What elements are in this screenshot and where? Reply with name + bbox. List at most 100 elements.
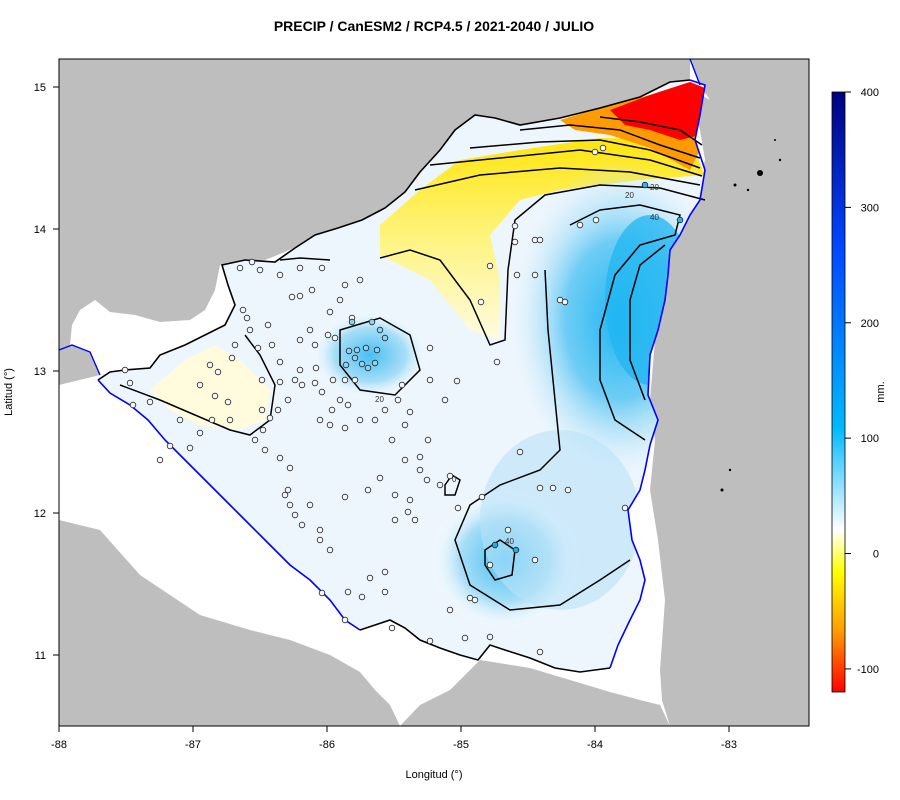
station-marker — [364, 486, 372, 494]
station-marker — [398, 381, 406, 389]
station-marker — [291, 511, 299, 519]
station-marker — [341, 493, 349, 501]
station-marker — [328, 406, 336, 414]
station-marker — [531, 271, 539, 279]
honduras-coast — [689, 59, 701, 86]
station-marker — [536, 236, 544, 244]
station-marker — [371, 359, 379, 367]
station-marker — [236, 264, 244, 272]
station-marker — [296, 366, 304, 374]
station-marker — [401, 421, 409, 429]
station-marker — [211, 392, 219, 400]
station-marker — [511, 238, 519, 246]
contour-label: 20 — [375, 395, 384, 404]
station-marker — [258, 406, 266, 414]
station-marker — [276, 454, 284, 462]
station-marker — [454, 504, 462, 512]
x-tick-label: -86 — [319, 739, 335, 751]
station-marker — [358, 360, 366, 368]
station-marker — [329, 376, 337, 384]
land-honduras-east — [690, 59, 809, 150]
station-marker — [381, 588, 389, 596]
station-marker — [391, 516, 399, 524]
y-axis-label: Latitud (°) — [3, 368, 15, 416]
station-marker — [239, 306, 247, 314]
x-tick-label: -85 — [453, 739, 469, 751]
station-marker — [251, 436, 259, 444]
contour-label: 0 — [452, 475, 457, 484]
station-marker — [306, 326, 314, 334]
station-marker — [511, 222, 519, 230]
station-marker — [381, 406, 389, 414]
colorbar-tick-label: -100 — [857, 664, 879, 676]
station-marker — [471, 596, 479, 604]
station-marker — [512, 546, 520, 554]
station-marker — [298, 381, 306, 389]
station-marker — [248, 258, 256, 266]
station-marker — [286, 464, 294, 472]
station-marker — [348, 318, 356, 326]
station-marker — [531, 556, 539, 564]
station-marker — [341, 281, 349, 289]
station-marker — [344, 588, 352, 596]
colorbar — [831, 91, 846, 693]
land-el-salvador — [59, 345, 100, 385]
station-marker — [311, 341, 319, 349]
islands — [720, 139, 782, 492]
station-marker — [411, 516, 419, 524]
station-marker — [394, 396, 402, 404]
station-marker — [308, 286, 316, 294]
station-marker — [426, 376, 434, 384]
station-marker — [288, 293, 296, 301]
station-marker — [388, 436, 396, 444]
x-tick-label: -83 — [721, 739, 737, 751]
station-marker — [478, 493, 486, 501]
station-marker — [351, 376, 359, 384]
station-marker — [436, 481, 444, 489]
contour-lines — [119, 116, 706, 611]
station-marker — [416, 466, 424, 474]
x-tick-label: -87 — [185, 739, 201, 751]
map-title: PRECIP / CanESM2 / RCP4.5 / 2021-2040 / … — [273, 18, 595, 34]
station-marker — [576, 221, 584, 229]
station-marker — [258, 376, 266, 384]
station-marker — [486, 633, 494, 641]
station-marker — [276, 358, 284, 366]
y-tick-label: 12 — [34, 508, 46, 520]
land-costa-rica — [59, 520, 400, 726]
station-marker — [416, 453, 424, 461]
station-marker — [274, 406, 282, 414]
station-marker — [341, 376, 349, 384]
station-marker — [214, 368, 222, 376]
station-marker — [226, 416, 234, 424]
station-marker — [621, 504, 629, 512]
station-marker — [376, 326, 384, 334]
station-marker — [356, 276, 364, 284]
land-honduras — [59, 59, 690, 350]
station-marker — [246, 326, 254, 334]
station-marker — [561, 298, 569, 306]
station-marker — [268, 341, 276, 349]
station-marker — [351, 354, 359, 362]
station-marker — [318, 388, 326, 396]
station-marker — [312, 364, 320, 372]
station-marker — [401, 456, 409, 464]
station-marker — [276, 378, 284, 386]
station-marker — [376, 474, 384, 482]
station-marker — [371, 416, 379, 424]
station-marker — [296, 264, 304, 272]
station-marker — [243, 314, 251, 322]
station-marker — [326, 546, 334, 554]
station-marker — [345, 347, 353, 355]
colorbar-tick-label: 200 — [861, 318, 879, 330]
x-axis-label: Longitud (°) — [406, 769, 463, 781]
contour-label-group: 20 20 40 20 40 0 — [375, 183, 659, 546]
station-marker — [291, 376, 299, 384]
contour-label: 40 — [650, 213, 659, 222]
station-marker — [306, 501, 314, 509]
station-marker — [254, 344, 262, 352]
station-marker — [516, 448, 524, 456]
station-markers — [121, 144, 684, 656]
station-marker — [599, 144, 607, 152]
